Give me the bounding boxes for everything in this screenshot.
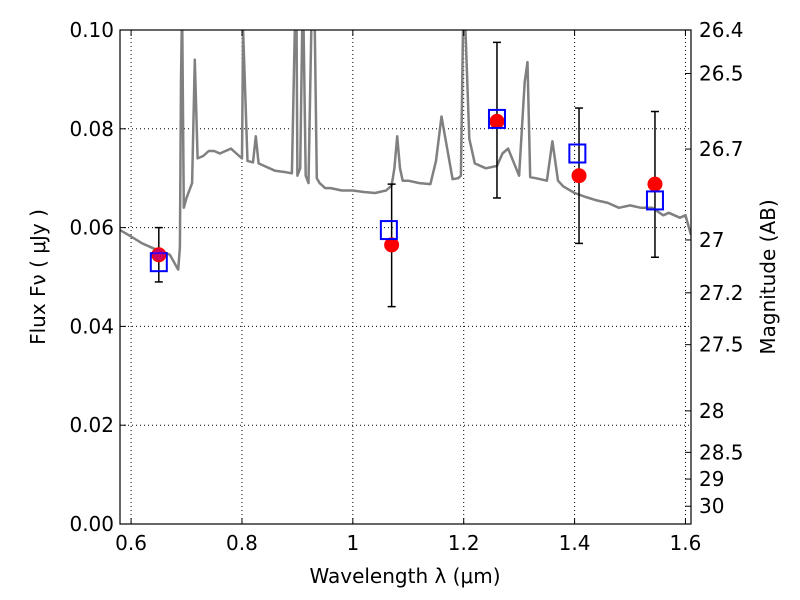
- y2-tick-label: 27.5: [699, 333, 744, 357]
- x-tick-label: 0.8: [226, 531, 258, 555]
- y2-tick-label: 26.5: [699, 61, 744, 85]
- y-tick-label: 0.10: [69, 18, 114, 42]
- y2-tick-label: 26.7: [699, 137, 744, 161]
- plot-frame: [119, 29, 692, 525]
- y2-axis-label: Magnitude (AB): [756, 199, 780, 354]
- observed-point: [571, 168, 587, 184]
- y2-tick-label: 28: [699, 399, 724, 423]
- x-tick-label: 0.6: [115, 531, 147, 555]
- x-axis: 0.6 0.8 1 1.2 1.4 1.6: [115, 30, 701, 555]
- overlap-point: [152, 248, 165, 261]
- y-tick-label: 0.02: [69, 413, 114, 437]
- x-tick-label: 1: [346, 531, 359, 555]
- y-tick-label: 0.04: [69, 314, 114, 338]
- plot-area: [120, 30, 691, 308]
- x-tick-label: 1.2: [448, 531, 480, 555]
- y-tick-label: 0.06: [69, 216, 114, 240]
- model-band-point: [379, 220, 398, 241]
- y-axis: 0.00 0.02 0.04 0.06 0.08 0.10: [69, 18, 126, 536]
- x-tick-label: 1.6: [670, 531, 702, 555]
- model-band-point: [487, 108, 506, 129]
- sed-line: [120, 30, 691, 271]
- x-axis-label: Wavelength λ (μm): [309, 564, 500, 588]
- y2-axis-magnitude: 26.4 26.5 26.7 27 27.2 27.5 28 28.5 29 30: [685, 18, 744, 518]
- x-tick-label: 1.4: [559, 531, 591, 555]
- model-band-point: [149, 252, 168, 273]
- model-band-point: [645, 190, 664, 211]
- y2-tick-label: 26.4: [699, 18, 744, 42]
- y2-tick-label: 27: [699, 228, 724, 252]
- observed-point: [151, 247, 167, 263]
- y2-tick-label: 30: [699, 494, 724, 518]
- y2-tick-label: 29: [699, 467, 724, 491]
- y-axis-label: Flux Fν ( μJy ): [26, 209, 50, 345]
- model-band-point: [568, 143, 587, 164]
- observed-point: [647, 176, 663, 192]
- y-tick-label: 0.00: [69, 512, 114, 536]
- grid-lines: [120, 30, 691, 524]
- y-tick-label: 0.08: [69, 117, 114, 141]
- y2-tick-label: 27.2: [699, 281, 744, 305]
- observed-point: [384, 237, 400, 253]
- observed-point: [489, 113, 505, 129]
- y2-tick-label: 28.5: [699, 440, 744, 464]
